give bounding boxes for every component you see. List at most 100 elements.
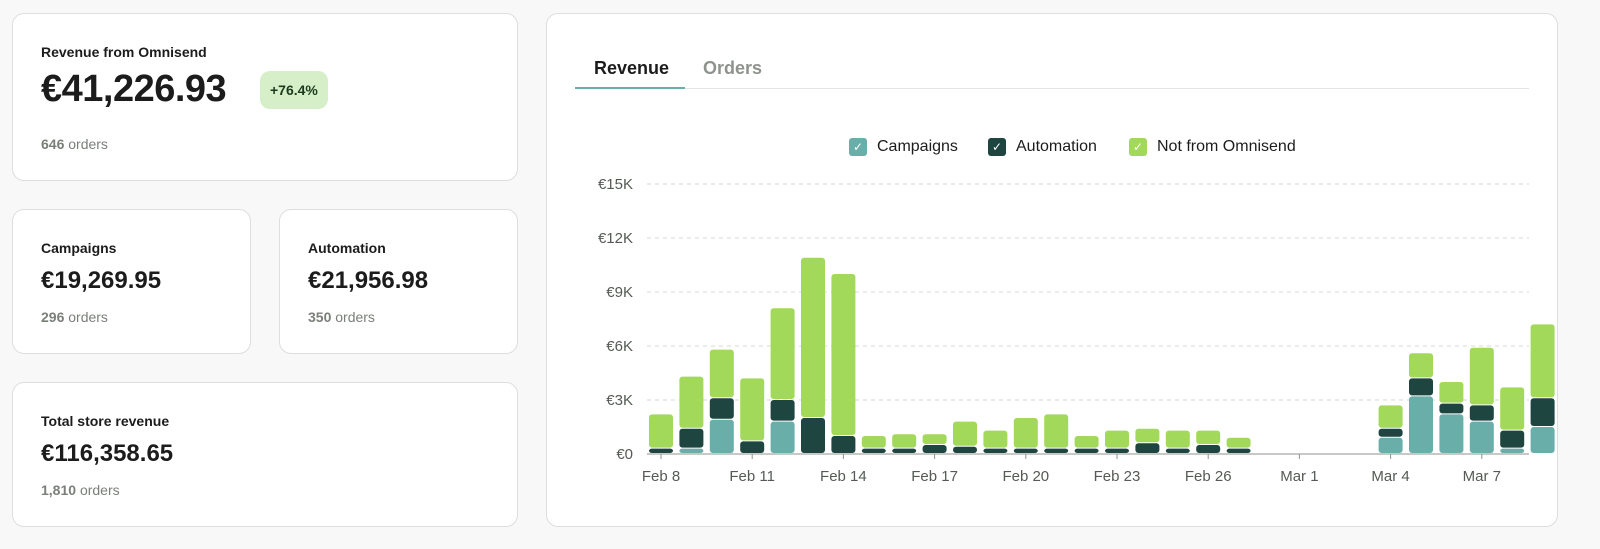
bar-segment-campaigns[interactable] [770, 421, 795, 453]
bar-segment-not-from-omnisend[interactable] [649, 414, 673, 448]
total-orders: 1,810 orders [41, 482, 120, 498]
bar-segment-automation[interactable] [801, 418, 825, 453]
bar-segment-not-from-omnisend[interactable] [801, 257, 825, 417]
legend-not-from-omnisend[interactable]: ✓ Not from Omnisend [1129, 138, 1296, 156]
y-tick-label: €9K [606, 284, 633, 301]
bar-segment-not-from-omnisend[interactable] [770, 308, 795, 399]
bar-segment-automation[interactable] [983, 448, 1008, 453]
campaigns-value: €19,269.95 [41, 267, 162, 294]
total-orders-count: 1,810 [41, 482, 77, 498]
x-tick-label: Feb 26 [1185, 468, 1232, 485]
bar-segment-not-from-omnisend[interactable] [1105, 430, 1129, 448]
omnisend-orders-label: orders [68, 136, 108, 152]
automation-card: Automation €21,956.98 350 orders [279, 209, 518, 354]
y-tick-label: €6K [606, 338, 633, 355]
campaigns-orders: 296 orders [41, 309, 108, 325]
bar-segment-not-from-omnisend[interactable] [983, 430, 1008, 448]
bar-segment-not-from-omnisend[interactable] [1226, 437, 1251, 448]
bar-segment-automation[interactable] [1378, 428, 1403, 437]
bar-segment-not-from-omnisend[interactable] [1196, 430, 1221, 444]
bar-segment-not-from-omnisend[interactable] [1074, 436, 1099, 448]
bar-segment-automation[interactable] [922, 445, 947, 453]
bar-segment-campaigns[interactable] [709, 419, 734, 453]
campaigns-orders-count: 296 [41, 309, 65, 325]
bar-segment-automation[interactable] [1105, 448, 1129, 453]
bar-segment-not-from-omnisend[interactable] [1013, 418, 1038, 448]
growth-badge: +76.4% [260, 71, 328, 109]
bar-segment-automation[interactable] [1074, 448, 1099, 453]
tab-revenue[interactable]: Revenue [594, 58, 670, 78]
bar-segment-automation[interactable] [1530, 398, 1555, 426]
bar-segment-campaigns[interactable] [1500, 448, 1525, 453]
bar-segment-automation[interactable] [679, 428, 704, 448]
bar-segment-not-from-omnisend[interactable] [953, 421, 977, 446]
bar-segment-automation[interactable] [1409, 378, 1433, 396]
total-revenue-card: Total store revenue €116,358.65 1,810 or… [12, 382, 518, 527]
x-tick-label: Mar 7 [1463, 468, 1501, 485]
automation-orders-label: orders [335, 309, 375, 325]
bar-segment-automation[interactable] [861, 448, 886, 453]
tab-active-indicator [575, 87, 685, 89]
bar-segment-not-from-omnisend[interactable] [1135, 428, 1160, 443]
omnisend-orders: 646 orders [41, 136, 108, 152]
bar-segment-campaigns[interactable] [1439, 414, 1464, 453]
bar-segment-automation[interactable] [1439, 403, 1464, 414]
bar-segment-automation[interactable] [953, 446, 977, 453]
bar-segment-campaigns[interactable] [679, 448, 704, 453]
bar-segment-automation[interactable] [1196, 445, 1221, 453]
bar-segment-automation[interactable] [649, 448, 673, 453]
legend-campaigns-label: Campaigns [877, 138, 958, 155]
bar-segment-not-from-omnisend[interactable] [1409, 353, 1433, 378]
bar-segment-not-from-omnisend[interactable] [892, 434, 917, 448]
bar-segment-automation[interactable] [1013, 448, 1038, 453]
bar-segment-automation[interactable] [1469, 405, 1494, 421]
bar-segment-automation[interactable] [709, 398, 734, 419]
legend-automation[interactable]: ✓ Automation [988, 138, 1097, 156]
bar-segment-not-from-omnisend[interactable] [679, 376, 704, 428]
bar-segment-campaigns[interactable] [1409, 396, 1433, 453]
x-tick-label: Feb 23 [1094, 468, 1141, 485]
automation-value: €21,956.98 [308, 267, 429, 294]
bar-segment-not-from-omnisend[interactable] [831, 274, 856, 435]
x-tick-label: Feb 8 [642, 468, 680, 485]
bar-segment-not-from-omnisend[interactable] [922, 434, 947, 444]
bar-segment-not-from-omnisend[interactable] [1500, 387, 1525, 430]
bar-segment-automation[interactable] [1135, 443, 1160, 453]
bar-segment-campaigns[interactable] [1378, 437, 1403, 453]
bar-segment-not-from-omnisend[interactable] [1530, 324, 1555, 398]
bar-segment-not-from-omnisend[interactable] [1378, 405, 1403, 428]
bar-segment-automation[interactable] [1165, 448, 1190, 453]
bar-segment-automation[interactable] [1500, 430, 1525, 448]
x-tick-label: Mar 4 [1371, 468, 1409, 485]
legend-automation-label: Automation [1016, 138, 1097, 155]
x-tick-label: Feb 11 [729, 468, 775, 485]
bar-segment-not-from-omnisend[interactable] [709, 349, 734, 398]
chart-card: Revenue Orders ✓ Campaigns ✓ Automation … [546, 13, 1558, 527]
legend-not-from-omnisend-label: Not from Omnisend [1157, 138, 1296, 155]
total-revenue-value: €116,358.65 [41, 440, 174, 467]
omnisend-revenue-card: Revenue from Omnisend €41,226.93 +76.4% … [12, 13, 518, 181]
bar-segment-not-from-omnisend[interactable] [1165, 430, 1190, 448]
bar-segment-campaigns[interactable] [1469, 421, 1494, 453]
bar-segment-not-from-omnisend[interactable] [861, 436, 886, 448]
bar-segment-campaigns[interactable] [1530, 427, 1555, 453]
bar-segment-not-from-omnisend[interactable] [740, 378, 765, 441]
total-orders-label: orders [79, 482, 120, 498]
legend-campaigns[interactable]: ✓ Campaigns [849, 138, 958, 156]
y-tick-label: €12K [598, 230, 633, 247]
check-icon: ✓ [988, 138, 1006, 156]
bar-segment-automation[interactable] [892, 448, 917, 453]
bar-segment-automation[interactable] [1226, 448, 1251, 453]
y-tick-label: €15K [598, 176, 633, 193]
bar-segment-not-from-omnisend[interactable] [1439, 382, 1464, 403]
bar-segment-automation[interactable] [770, 400, 795, 421]
tab-orders[interactable]: Orders [703, 58, 763, 78]
campaigns-orders-label: orders [68, 309, 108, 325]
bar-segment-not-from-omnisend[interactable] [1469, 347, 1494, 405]
bar-segment-automation[interactable] [740, 441, 765, 453]
bar-segment-automation[interactable] [1044, 448, 1069, 453]
x-tick-label: Feb 20 [1002, 468, 1049, 485]
campaigns-card: Campaigns €19,269.95 296 orders [12, 209, 251, 354]
bar-segment-automation[interactable] [831, 436, 856, 453]
bar-segment-not-from-omnisend[interactable] [1044, 414, 1069, 448]
